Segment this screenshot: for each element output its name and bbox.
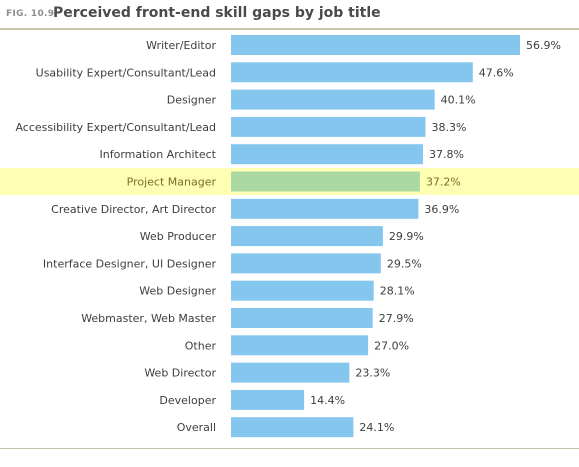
data-label: 47.6%	[479, 66, 514, 79]
category-label: Interface Designer, UI Designer	[43, 257, 217, 270]
data-label: 28.1%	[380, 285, 415, 298]
data-label: 27.9%	[379, 312, 414, 325]
chart-title: Perceived front-end skill gaps by job ti…	[53, 5, 381, 21]
bar	[231, 116, 426, 137]
top-rule	[0, 28, 579, 30]
bar	[231, 308, 373, 328]
data-label: 37.2%	[426, 176, 461, 189]
bar	[231, 62, 473, 83]
data-label: 14.4%	[310, 394, 345, 407]
data-label: 24.1%	[359, 421, 394, 434]
category-label: Designer	[167, 94, 217, 107]
data-label: 29.9%	[389, 230, 424, 243]
bar	[231, 89, 435, 110]
bar	[231, 144, 423, 165]
bar	[231, 362, 350, 383]
bar	[231, 280, 374, 301]
category-label: Information Architect	[100, 148, 217, 161]
figure-number: FIG. 10.9	[6, 9, 55, 19]
data-label: 56.9%	[526, 39, 561, 52]
category-label: Webmaster, Web Master	[81, 312, 216, 325]
category-label: Other	[185, 339, 217, 352]
bar	[231, 253, 381, 274]
data-label: 27.0%	[374, 339, 409, 352]
category-label: Project Manager	[127, 176, 217, 189]
category-label: Usability Expert/Consultant/Lead	[36, 66, 216, 79]
category-label: Web Producer	[140, 230, 217, 243]
category-label: Writer/Editor	[146, 39, 216, 52]
bar	[231, 171, 420, 192]
data-label: 37.8%	[429, 148, 464, 161]
bottom-rule	[0, 448, 579, 449]
category-label: Web Director	[144, 367, 216, 380]
data-label: 38.3%	[432, 121, 467, 134]
category-label: Developer	[159, 394, 216, 407]
category-label: Accessibility Expert/Consultant/Lead	[15, 121, 216, 134]
data-label: 23.3%	[355, 367, 390, 380]
bar	[231, 226, 383, 247]
data-label: 36.9%	[424, 203, 459, 216]
category-label: Web Designer	[139, 285, 216, 298]
data-label: 29.5%	[387, 257, 422, 270]
bar	[231, 417, 354, 438]
figure-header: FIG. 10.9 Perceived front-end skill gaps…	[0, 0, 579, 30]
category-label: Creative Director, Art Director	[51, 203, 216, 216]
bar	[231, 389, 305, 410]
bar	[231, 335, 369, 356]
bar	[231, 198, 419, 219]
data-label: 40.1%	[441, 94, 476, 107]
bar	[231, 35, 520, 55]
category-label: Overall	[177, 421, 216, 434]
